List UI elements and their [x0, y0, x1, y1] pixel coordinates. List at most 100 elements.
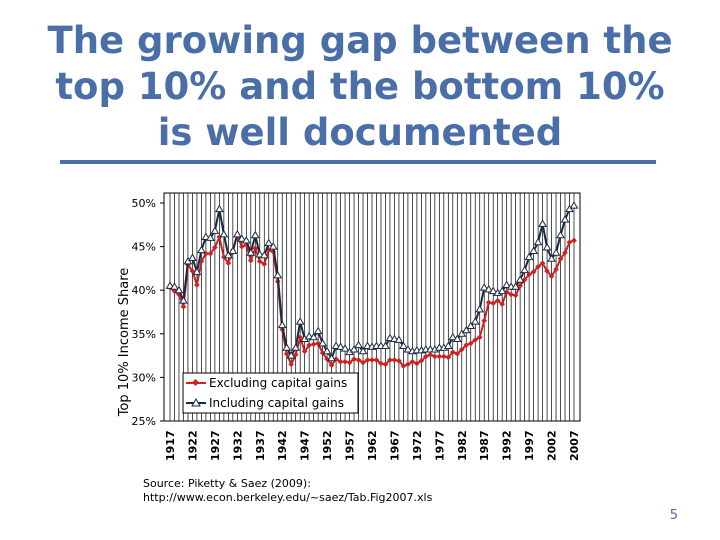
data-point	[327, 353, 336, 362]
data-point	[188, 253, 197, 261]
data-point	[394, 335, 404, 343]
data-point	[409, 358, 416, 365]
data-point	[560, 215, 570, 223]
data-point	[170, 282, 179, 290]
data-point	[403, 345, 413, 353]
legend: Excluding capital gains Including capita…	[182, 372, 359, 414]
legend-marker-excluding	[191, 378, 200, 387]
legend-box	[182, 372, 359, 414]
data-point	[331, 341, 341, 350]
y-axis: 25% 30% 35% 40% 45% 50%	[132, 197, 164, 428]
y-axis-label: Top 10% Income Share	[117, 268, 132, 418]
data-point	[535, 263, 541, 270]
data-point	[261, 261, 268, 267]
data-point	[268, 242, 278, 250]
data-point	[340, 344, 350, 352]
x-tick-label: 1947	[299, 430, 312, 461]
data-point	[448, 332, 458, 341]
legend-label-including: Including capital gains	[209, 396, 344, 410]
data-point	[414, 360, 420, 367]
data-point	[273, 270, 283, 279]
data-point	[337, 358, 344, 365]
data-point	[342, 358, 348, 365]
data-point	[452, 334, 462, 343]
data-point	[512, 292, 519, 299]
data-point	[443, 341, 453, 350]
data-point	[484, 284, 494, 293]
data-point	[336, 342, 345, 350]
data-point	[189, 268, 196, 274]
data-point	[381, 341, 390, 350]
data-point	[423, 353, 429, 360]
source-line-1: Source: Piketty & Saez (2009):	[143, 477, 311, 490]
y-tick-label: 45%	[132, 241, 156, 254]
data-point	[539, 260, 546, 266]
data-point	[221, 254, 227, 260]
x-tick-label: 1952	[321, 430, 334, 461]
data-point	[197, 245, 206, 254]
x-tick-label: 1917	[164, 430, 177, 461]
data-point	[547, 254, 556, 262]
data-point	[566, 239, 573, 246]
data-point	[206, 233, 215, 241]
data-point	[237, 234, 247, 242]
data-point	[319, 350, 326, 356]
data-point	[174, 285, 184, 294]
data-point	[382, 361, 389, 368]
data-point	[192, 267, 202, 275]
data-point	[530, 269, 537, 275]
x-tick-label: 1972	[411, 430, 424, 461]
data-point	[225, 260, 232, 266]
data-point	[201, 232, 211, 241]
data-point	[291, 343, 301, 351]
data-point	[378, 360, 384, 367]
data-point	[399, 341, 408, 350]
x-tick-label: 1982	[456, 430, 469, 461]
data-point	[385, 333, 395, 342]
data-point	[259, 250, 269, 259]
x-axis: 1917 1922 1927 1932 1937 1942 1947 1952 1957 1962…	[164, 430, 581, 461]
x-tick-label: 1937	[254, 430, 267, 461]
data-point	[553, 266, 559, 273]
legend-label-excluding: Excluding capital gains	[209, 376, 347, 390]
data-point	[405, 361, 411, 368]
x-tick-label: 1922	[186, 430, 199, 461]
data-point	[432, 353, 438, 360]
data-point	[466, 321, 476, 329]
source-link[interactable]: http://www.econ.berkeley.edu/~saez/Tab.F…	[143, 491, 433, 504]
x-tick-label: 2007	[568, 430, 581, 461]
slide-title-line-2: top 10% and the bottom 10%	[55, 65, 665, 108]
title-underline	[60, 160, 656, 164]
legend-marker-including	[191, 397, 201, 407]
data-point	[562, 249, 568, 256]
data-point	[322, 346, 332, 355]
x-tick-label: 1927	[209, 430, 222, 461]
data-point	[544, 268, 550, 274]
data-point	[228, 246, 238, 254]
data-point	[454, 351, 461, 357]
data-point	[515, 275, 525, 283]
data-point	[318, 338, 327, 347]
x-tick-label: 1977	[433, 430, 446, 461]
data-point	[427, 351, 434, 358]
data-point	[364, 357, 371, 363]
data-point	[472, 337, 479, 343]
x-tick-label: 1957	[344, 430, 357, 461]
data-point	[533, 237, 543, 246]
data-point	[488, 286, 498, 295]
data-point	[470, 317, 480, 325]
x-tick-label: 1992	[501, 430, 514, 461]
data-point	[571, 237, 577, 244]
data-point	[247, 257, 254, 264]
y-tick-label: 30%	[132, 371, 156, 384]
data-point	[517, 283, 523, 289]
data-point	[436, 353, 443, 360]
data-point	[542, 242, 552, 251]
y-tick-label: 35%	[132, 328, 156, 341]
y-tick-label: 25%	[132, 415, 156, 428]
data-point	[309, 332, 319, 341]
data-point	[252, 245, 259, 252]
data-point	[520, 265, 529, 274]
data-point	[346, 359, 353, 366]
